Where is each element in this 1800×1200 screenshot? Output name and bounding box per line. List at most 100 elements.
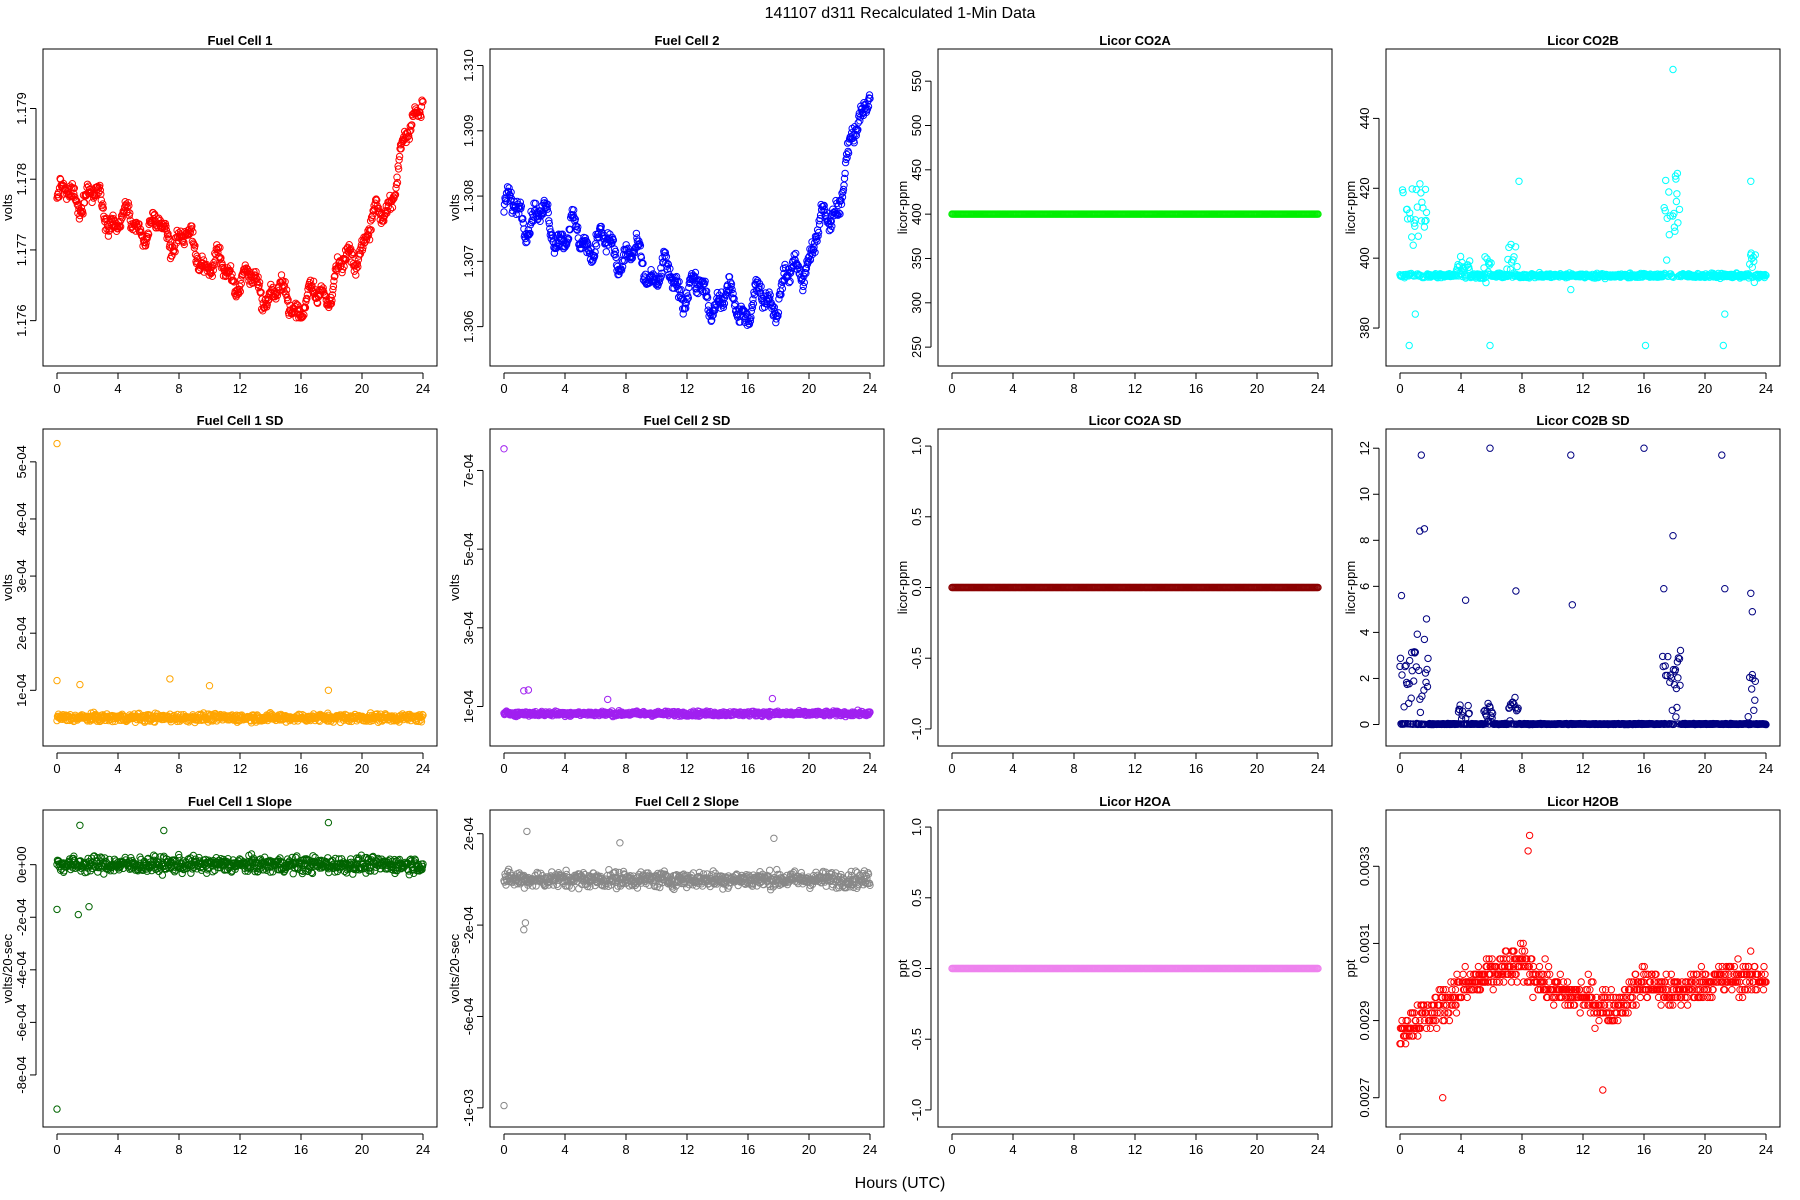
data-point [191, 250, 200, 259]
data-point [150, 215, 158, 223]
data-point [1422, 208, 1431, 217]
x-tick-label: 12 [1576, 381, 1590, 396]
figure-xlabel: Hours (UTC) [855, 1175, 946, 1192]
plot-frame [1385, 48, 1781, 367]
data-point [1416, 708, 1425, 717]
data-point [1424, 654, 1432, 663]
data-point [683, 295, 691, 304]
data-point [592, 242, 601, 250]
data-point [854, 126, 862, 134]
y-tick-label: 1.176 [14, 304, 29, 337]
data-point [808, 250, 817, 259]
data-point [677, 286, 685, 294]
data-points [53, 96, 427, 322]
data-points [1396, 444, 1770, 729]
data-point [522, 238, 530, 247]
data-point [814, 232, 822, 240]
x-tick-label: 16 [294, 761, 308, 776]
data-point [257, 288, 265, 296]
y-tick-label: 450 [909, 159, 924, 181]
x-tick-label: 0 [948, 381, 955, 396]
data-point [781, 260, 789, 269]
data-point [125, 202, 133, 210]
data-point [536, 217, 544, 226]
data-point [1671, 227, 1679, 235]
data-point [349, 248, 357, 257]
data-point [317, 282, 325, 290]
y-axis-label: licor-ppm [1343, 561, 1358, 614]
data-point [815, 220, 824, 229]
data-point [1401, 662, 1409, 671]
data-point [1721, 310, 1729, 318]
data-point [582, 237, 591, 245]
data-point [749, 300, 758, 308]
data-point [308, 281, 316, 290]
data-point [1507, 240, 1515, 249]
data-point [137, 228, 145, 236]
data-point [306, 276, 315, 284]
data-point [545, 219, 553, 228]
x-tick-label: 20 [1698, 381, 1712, 396]
data-point [609, 236, 618, 244]
data-point [719, 303, 728, 312]
data-point [662, 253, 671, 261]
data-point [602, 248, 610, 256]
data-point [799, 282, 807, 291]
data-points [500, 445, 874, 721]
x-tick-label: 0 [53, 381, 60, 396]
data-point [703, 294, 712, 302]
data-point [216, 243, 224, 252]
data-point [743, 309, 751, 317]
y-tick-label: 6 [1357, 583, 1372, 590]
y-axis-label: licor-ppm [895, 181, 910, 234]
x-tick-label: 4 [1457, 761, 1464, 776]
data-point [545, 217, 553, 225]
data-point [417, 113, 425, 122]
data-point [827, 225, 835, 234]
y-tick-label: 250 [909, 336, 924, 358]
data-point [209, 266, 218, 274]
data-point [802, 269, 810, 277]
data-point [617, 266, 626, 274]
x-tick-label: 24 [416, 381, 430, 396]
y-tick-label: 1.177 [14, 234, 29, 267]
x-tick-label: 24 [863, 761, 877, 776]
data-point [53, 676, 61, 685]
x-tick-label: 12 [233, 761, 247, 776]
data-point [362, 236, 371, 244]
data-point [1641, 341, 1650, 350]
data-point [1510, 253, 1518, 261]
y-tick-label: -1.0 [909, 718, 924, 740]
x-tick-label: 0 [948, 761, 955, 776]
x-tick-label: 0 [500, 761, 507, 776]
data-point [647, 266, 655, 274]
data-point [836, 210, 844, 218]
data-point [395, 156, 403, 164]
x-tick-label: 4 [1457, 381, 1464, 396]
data-point [135, 220, 143, 228]
data-point [126, 209, 134, 217]
data-point [1487, 259, 1495, 267]
data-point [524, 226, 533, 234]
data-point [1398, 186, 1407, 194]
data-point [729, 289, 737, 298]
x-tick-label: 12 [1576, 761, 1590, 776]
data-point [1664, 272, 1673, 280]
data-point [280, 282, 289, 290]
data-point [517, 202, 525, 210]
plot-frame [489, 428, 885, 747]
data-point [330, 277, 338, 285]
data-point [1400, 703, 1408, 711]
data-point [300, 311, 308, 319]
data-point [1422, 615, 1431, 623]
data-point [394, 165, 403, 173]
x-tick-label: 20 [1250, 381, 1264, 396]
data-point [352, 271, 360, 279]
x-tick-label: 16 [1189, 381, 1203, 396]
data-point [1407, 215, 1415, 223]
data-point [1422, 678, 1430, 686]
data-point [162, 222, 170, 230]
data-point [166, 675, 174, 683]
